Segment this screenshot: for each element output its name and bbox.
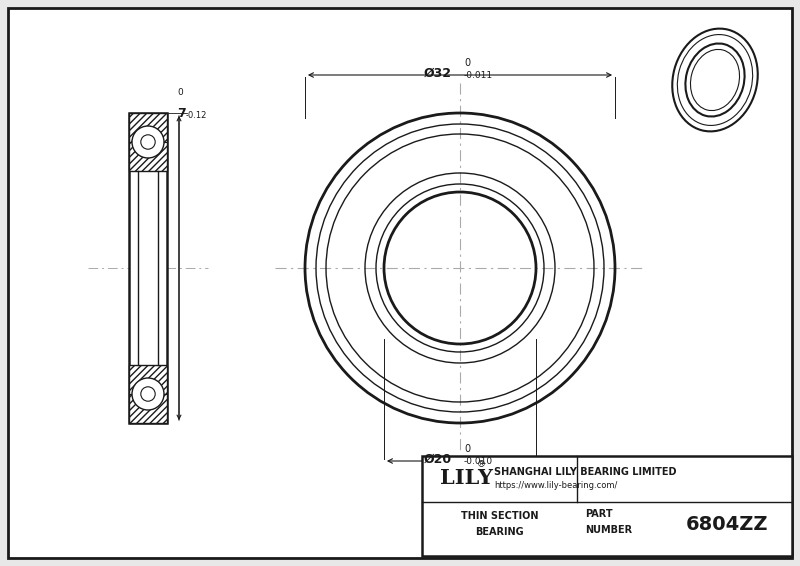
Text: ®: ® bbox=[477, 460, 486, 469]
Text: BEARING: BEARING bbox=[475, 527, 524, 537]
Bar bbox=[129, 365, 167, 423]
Text: SHANGHAI LILY BEARING LIMITED: SHANGHAI LILY BEARING LIMITED bbox=[494, 467, 677, 477]
Text: 6804ZZ: 6804ZZ bbox=[686, 514, 768, 534]
Text: THIN SECTION: THIN SECTION bbox=[461, 511, 538, 521]
Bar bbox=[422, 456, 792, 556]
Text: 0: 0 bbox=[464, 444, 470, 454]
Text: 0: 0 bbox=[177, 88, 182, 97]
Bar bbox=[129, 113, 167, 171]
Text: Ø32: Ø32 bbox=[424, 66, 452, 79]
Circle shape bbox=[132, 126, 164, 158]
Bar bbox=[129, 113, 167, 423]
Text: 7: 7 bbox=[177, 107, 186, 120]
Text: https://www.lily-bearing.com/: https://www.lily-bearing.com/ bbox=[494, 482, 618, 491]
Text: -0.010: -0.010 bbox=[464, 457, 493, 465]
Circle shape bbox=[132, 378, 164, 410]
Text: -0.011: -0.011 bbox=[464, 71, 493, 79]
Text: 0: 0 bbox=[464, 58, 470, 68]
Text: PART: PART bbox=[585, 509, 613, 519]
Text: Ø20: Ø20 bbox=[424, 452, 452, 465]
Text: -0.12: -0.12 bbox=[186, 111, 207, 120]
Text: LILY: LILY bbox=[440, 468, 493, 488]
Text: NUMBER: NUMBER bbox=[585, 525, 632, 535]
